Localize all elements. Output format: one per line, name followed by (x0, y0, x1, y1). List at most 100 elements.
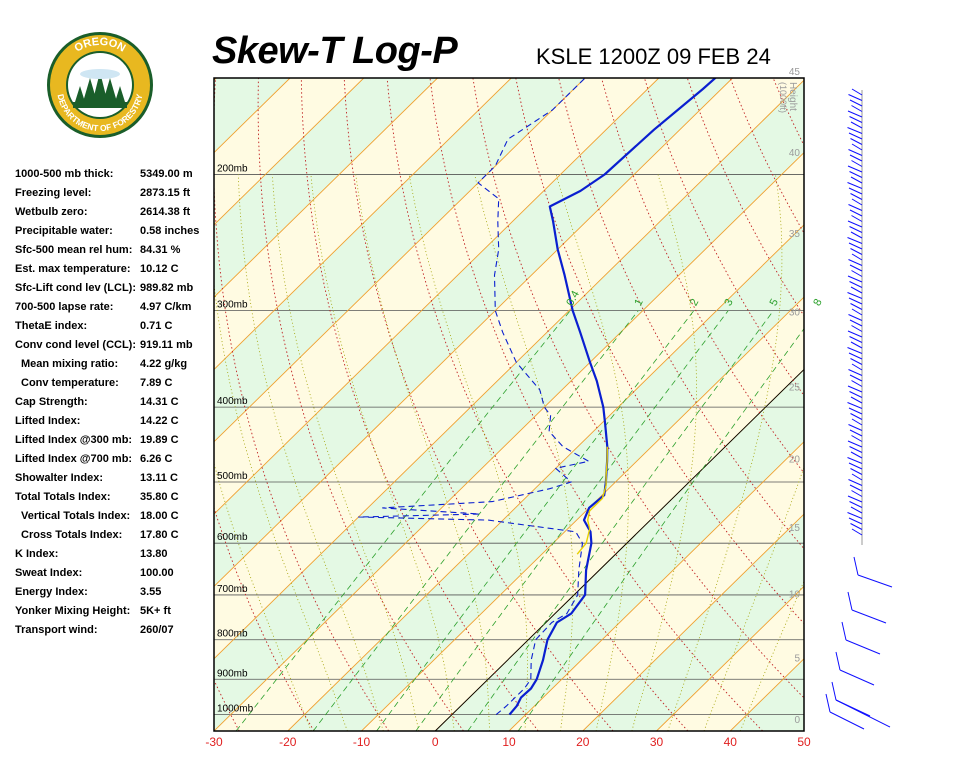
index-label: Est. max temperature: (15, 263, 131, 275)
wind-barb (851, 435, 863, 442)
index-value: 14.31 C (140, 396, 179, 408)
mixing-ratio-line (235, 310, 571, 731)
wind-barb (850, 121, 863, 129)
sounding-series-1 (357, 78, 590, 716)
dry-adiabat-line (472, 78, 804, 699)
height-axis-units: (1000ft) (778, 82, 788, 113)
wind-barb-low (851, 609, 887, 624)
wind-barb (847, 292, 863, 299)
index-label: 1000-500 mb thick: (15, 168, 114, 180)
height-axis-title: Height (787, 82, 798, 111)
isotherm-line (214, 78, 217, 81)
index-label: ThetaE index: (15, 320, 88, 332)
height-axis-label: 5 (794, 653, 800, 664)
mixing-ratio-line (415, 310, 729, 731)
index-value: 2873.15 ft (140, 187, 191, 199)
moist-adiabat-line (214, 280, 348, 731)
wind-barb (851, 105, 863, 112)
isotherm-line (0, 78, 143, 731)
wind-barb (847, 330, 863, 338)
index-value: 35.80 C (140, 491, 179, 503)
index-value: 13.11 C (140, 472, 178, 484)
dry-adiabat-line (601, 78, 804, 474)
index-label: Sfc-500 mean rel hum: (15, 244, 133, 256)
index-row: 1000-500 mb thick: 5349.00 m (15, 168, 215, 187)
wind-barb (847, 457, 863, 464)
wind-barb (850, 193, 863, 200)
wind-barb (851, 380, 863, 387)
mixing-ratio-label: 8 (811, 297, 824, 308)
height-axis-label: 30 (789, 308, 801, 319)
wind-barb (847, 237, 863, 244)
wind-barb (850, 396, 863, 404)
index-row: Vertical Totals Index: 18.00 C (15, 510, 215, 529)
index-row: Lifted Index: 14.22 C (15, 415, 215, 434)
dry-adiabat-line (300, 78, 539, 731)
mixing-ratio-line (312, 310, 639, 731)
index-label: Wetbulb zero: (15, 206, 88, 218)
index-value: 14.22 C (140, 415, 179, 427)
mixing-ratio-label: 3 (722, 297, 735, 308)
wind-barb (848, 517, 863, 525)
x-tick-label: -20 (279, 735, 297, 749)
isotherm-band (0, 78, 69, 731)
wind-barb (849, 501, 863, 508)
x-tick-label: 40 (724, 735, 738, 749)
pressure-label: 800mb (217, 629, 248, 640)
wind-barb (849, 336, 863, 343)
mixing-ratio-label: 1 (632, 297, 645, 308)
wind-barb (851, 88, 863, 96)
isotherm-bands (0, 78, 804, 731)
index-row: Freezing level: 2873.15 ft (15, 187, 215, 206)
moist-adiabat-line (355, 174, 491, 731)
wind-barb (847, 110, 863, 118)
index-row: Sfc-Lift cond lev (LCL): 989.82 mb (15, 282, 215, 301)
pressure-label: 700mb (217, 584, 248, 595)
height-axis-label: 10 (789, 589, 801, 600)
dry-adiabat-line (515, 78, 804, 625)
wind-barb (850, 231, 863, 239)
isotherm-line (214, 78, 586, 443)
height-axis-label: 45 (789, 67, 801, 78)
dry-adiabat-line (859, 78, 960, 731)
isotherm-line (0, 78, 69, 731)
wind-barb (847, 440, 863, 448)
isotherm-line (508, 441, 804, 731)
dry-adiabat-line (816, 78, 960, 731)
isotherm-line (878, 78, 960, 731)
wind-barb (851, 490, 863, 497)
pressure-label: 500mb (217, 471, 248, 482)
wind-barb (848, 462, 863, 470)
wind-barb (848, 94, 863, 101)
x-tick-label: 20 (576, 735, 590, 749)
isotherm-band (214, 78, 217, 81)
pressure-label: 300mb (217, 300, 248, 311)
index-label: Cap Strength: (15, 396, 88, 408)
logo-mountain-icon (80, 69, 120, 79)
index-value: 260/07 (140, 624, 174, 636)
wind-barb-feather (831, 681, 837, 701)
wind-barb (849, 116, 863, 123)
wind-barb (850, 451, 863, 459)
index-label: Sweat Index: (15, 567, 83, 579)
wind-barb (847, 495, 863, 503)
wind-barb (850, 523, 863, 530)
wind-barb (847, 165, 863, 173)
index-value: 0.71 C (140, 320, 173, 332)
wind-barb-low (857, 574, 893, 588)
index-row: Total Totals Index: 35.80 C (15, 491, 215, 510)
index-row: Wetbulb zero: 2614.38 ft (15, 206, 215, 225)
mixing-ratio-line (517, 328, 804, 731)
moist-adiabat-line (310, 174, 455, 731)
moist-adiabat-line (474, 174, 574, 731)
index-value: 989.82 mb (140, 282, 194, 294)
x-tick-label: -10 (353, 735, 371, 749)
wind-barb-low (845, 639, 881, 655)
index-value: 4.22 g/kg (140, 358, 188, 370)
index-row: Sfc-500 mean rel hum: 84.31 % (15, 244, 215, 263)
index-row: Cross Totals Index: 17.80 C (15, 529, 215, 548)
mixing-ratio-label: 5 (768, 297, 781, 308)
isotherm-line (214, 79, 804, 660)
oregon-department-of-forestry-logo: OREGON DEPARTMENT OF FORESTRY (47, 32, 153, 138)
